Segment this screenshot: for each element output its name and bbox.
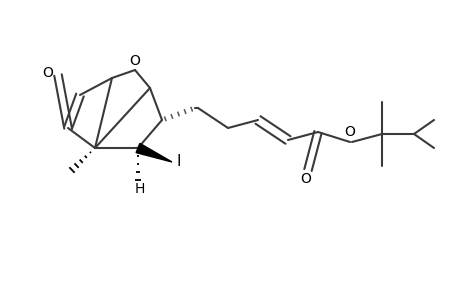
Text: O: O bbox=[129, 54, 140, 68]
Text: H: H bbox=[134, 182, 145, 196]
Text: I: I bbox=[176, 154, 181, 169]
Text: O: O bbox=[43, 66, 53, 80]
Text: O: O bbox=[344, 125, 355, 139]
Polygon shape bbox=[136, 143, 172, 162]
Text: O: O bbox=[300, 172, 311, 186]
